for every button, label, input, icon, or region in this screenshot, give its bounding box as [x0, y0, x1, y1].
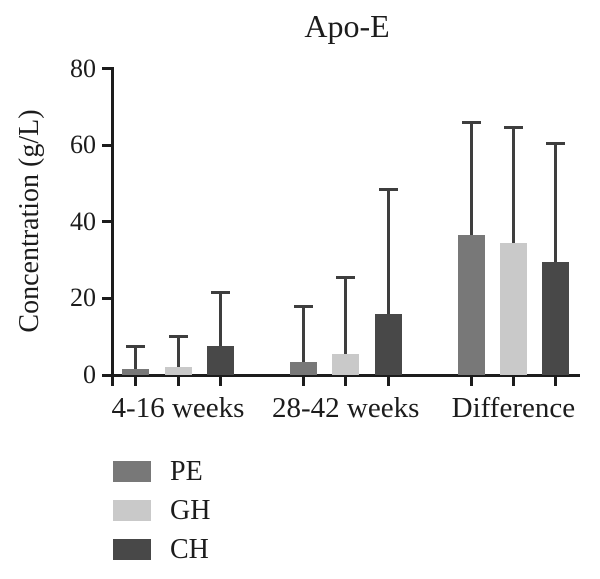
x-axis-origin-tick — [111, 376, 114, 386]
bar-CH — [206, 346, 234, 375]
bar-CH — [542, 262, 570, 375]
y-tick-label: 60 — [70, 130, 96, 160]
x-axis-tick — [554, 376, 558, 386]
error-bar-cap — [546, 141, 566, 145]
bar-PE — [122, 369, 150, 375]
legend-swatch-pe — [113, 461, 151, 482]
error-bar-cap — [126, 344, 146, 348]
x-category-label: 28-42 weeks — [271, 392, 420, 424]
x-axis-tick — [218, 376, 222, 386]
x-axis-tick — [469, 376, 473, 386]
x-category-label: Difference — [451, 392, 576, 424]
y-axis-tick — [102, 373, 111, 377]
legend-label: CH — [170, 534, 209, 565]
y-axis-label: Concentration (g/L) — [14, 109, 45, 333]
x-axis-tick — [134, 376, 138, 386]
legend-item-ch: CH — [113, 534, 210, 565]
x-category-label: 4-16 weeks — [111, 392, 245, 424]
bar-GH — [164, 367, 192, 375]
error-bar-line — [301, 306, 305, 362]
x-axis-tick — [301, 376, 305, 386]
y-tick-label: 80 — [70, 53, 96, 83]
y-axis-tick — [102, 143, 111, 147]
legend: PE GH CH — [113, 456, 211, 578]
error-bar-line — [344, 277, 348, 354]
error-bar-line — [134, 346, 138, 370]
error-bar-cap — [168, 335, 188, 339]
error-bar-line — [386, 189, 390, 314]
legend-label: GH — [170, 495, 211, 526]
error-bar-cap — [293, 304, 313, 308]
bar-GH — [332, 353, 360, 375]
y-axis-tick — [102, 220, 111, 224]
x-axis-tick — [344, 376, 348, 386]
error-bar-cap — [210, 291, 230, 295]
error-bar-cap — [378, 187, 398, 191]
x-axis-tick — [511, 376, 515, 386]
error-bar-line — [176, 336, 180, 368]
bar-CH — [374, 313, 402, 375]
legend-swatch-ch — [113, 539, 151, 560]
y-tick-label: 0 — [83, 360, 96, 389]
error-bar-cap — [336, 275, 356, 279]
x-axis-tick — [176, 376, 180, 386]
y-axis-line — [111, 67, 114, 377]
error-bar-cap — [461, 120, 481, 124]
bar-PE — [289, 361, 317, 375]
legend-item-pe: PE — [113, 456, 210, 487]
chart-title: Apo-E — [304, 8, 390, 44]
y-axis-tick — [102, 67, 111, 71]
legend-item-gh: GH — [113, 495, 211, 526]
y-tick-label: 20 — [70, 283, 96, 313]
legend-label: PE — [170, 456, 203, 487]
bar-GH — [499, 242, 527, 375]
x-axis-tick — [386, 376, 390, 386]
error-bar-line — [469, 122, 473, 236]
error-bar-cap — [503, 126, 523, 130]
error-bar-line — [554, 143, 558, 262]
legend-swatch-gh — [113, 500, 151, 521]
bar-PE — [457, 235, 485, 375]
error-bar-line — [218, 292, 222, 347]
x-axis-line — [111, 373, 580, 377]
y-tick-label: 40 — [70, 206, 96, 236]
error-bar-line — [511, 127, 515, 243]
y-axis-tick — [102, 296, 111, 300]
